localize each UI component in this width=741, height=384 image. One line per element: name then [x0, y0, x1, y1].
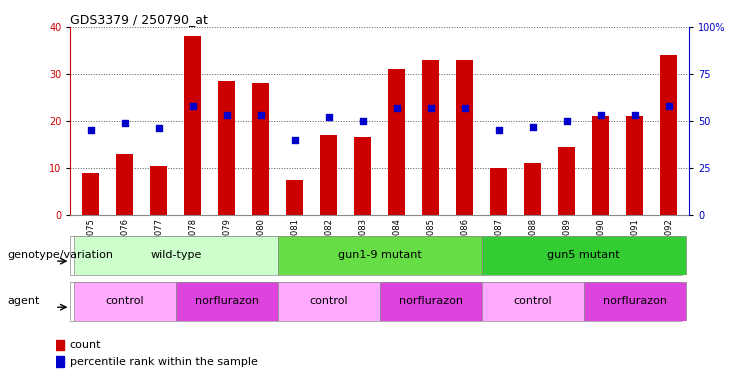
Bar	[116, 154, 133, 215]
Bar	[456, 60, 473, 215]
Text: norflurazon: norflurazon	[399, 296, 463, 306]
Point	[391, 105, 402, 111]
Point	[561, 118, 573, 124]
Bar	[422, 60, 439, 215]
Bar	[219, 81, 236, 215]
Bar	[150, 166, 167, 215]
Bar	[56, 340, 64, 350]
Text: gun5 mutant: gun5 mutant	[548, 250, 620, 260]
Bar	[491, 168, 508, 215]
Point	[629, 112, 641, 118]
Bar	[252, 83, 269, 215]
Text: control: control	[105, 296, 144, 306]
Text: norflurazon: norflurazon	[602, 296, 667, 306]
Bar	[482, 236, 685, 275]
Text: gun1-9 mutant: gun1-9 mutant	[338, 250, 422, 260]
Bar	[584, 282, 685, 321]
Point	[425, 105, 436, 111]
Point	[662, 103, 674, 109]
Point	[323, 114, 335, 120]
Bar	[286, 180, 303, 215]
Bar	[82, 173, 99, 215]
Point	[187, 103, 199, 109]
Text: wild-type: wild-type	[150, 250, 202, 260]
Bar	[592, 116, 609, 215]
Bar	[74, 282, 176, 321]
Point	[527, 124, 539, 130]
Bar	[185, 36, 202, 215]
Point	[493, 127, 505, 134]
Point	[255, 112, 267, 118]
Bar	[278, 236, 482, 275]
Text: GDS3379 / 250790_at: GDS3379 / 250790_at	[70, 13, 208, 26]
Bar	[388, 69, 405, 215]
Text: control: control	[310, 296, 348, 306]
Point	[85, 127, 97, 134]
Bar	[74, 236, 278, 275]
Point	[221, 112, 233, 118]
Point	[289, 137, 301, 143]
Text: norflurazon: norflurazon	[195, 296, 259, 306]
Text: count: count	[70, 340, 102, 350]
Bar	[354, 137, 371, 215]
Point	[153, 126, 165, 132]
Bar	[278, 282, 379, 321]
Text: agent: agent	[7, 296, 40, 306]
Bar	[176, 282, 278, 321]
Bar	[558, 147, 575, 215]
Bar	[626, 116, 643, 215]
Bar	[379, 282, 482, 321]
Bar	[524, 163, 541, 215]
Bar	[56, 356, 64, 367]
Bar	[660, 55, 677, 215]
Point	[595, 112, 607, 118]
Bar	[482, 282, 584, 321]
Bar	[320, 135, 337, 215]
Text: control: control	[514, 296, 552, 306]
Point	[357, 118, 369, 124]
Text: percentile rank within the sample: percentile rank within the sample	[70, 356, 258, 367]
Point	[459, 105, 471, 111]
Point	[119, 120, 130, 126]
Text: genotype/variation: genotype/variation	[7, 250, 113, 260]
